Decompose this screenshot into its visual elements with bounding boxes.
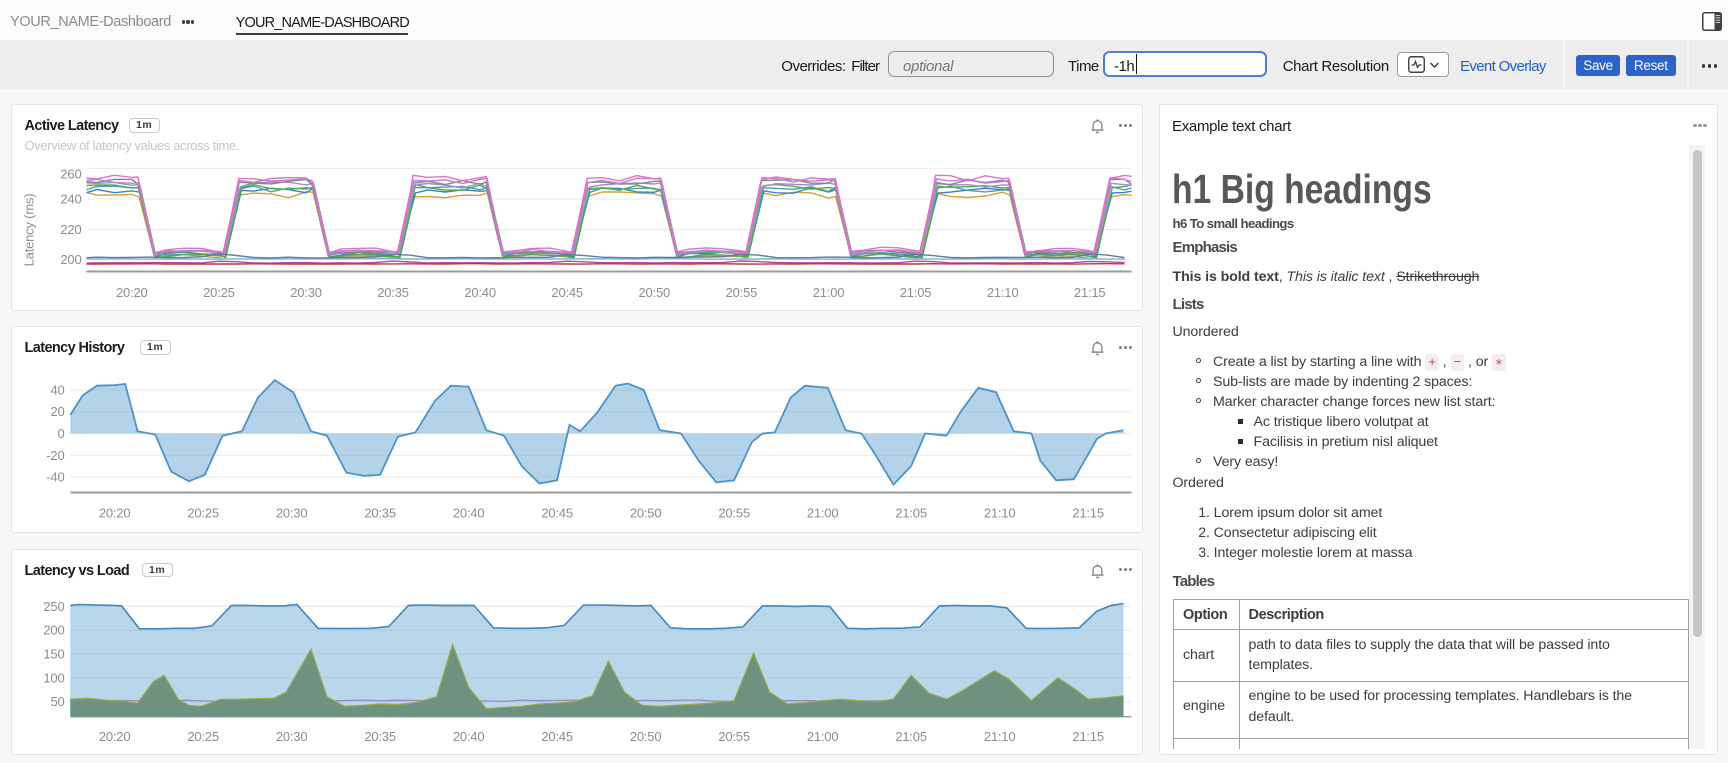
svg-text:20:45: 20:45	[541, 506, 573, 521]
svg-text:21:00: 21:00	[806, 506, 838, 521]
svg-text:20:45: 20:45	[541, 729, 573, 744]
svg-text:21:10: 21:10	[983, 729, 1015, 744]
svg-text:20:20: 20:20	[98, 729, 130, 744]
svg-text:250: 250	[43, 598, 64, 613]
svg-text:20:30: 20:30	[275, 729, 307, 744]
svg-text:40: 40	[50, 383, 64, 398]
svg-text:20:35: 20:35	[364, 729, 396, 744]
svg-text:21:10: 21:10	[986, 285, 1018, 300]
svg-text:20:50: 20:50	[629, 729, 661, 744]
svg-text:20:40: 20:40	[452, 506, 484, 521]
svg-text:21:15: 21:15	[1073, 285, 1105, 300]
svg-text:20:50: 20:50	[638, 285, 670, 300]
svg-text:150: 150	[43, 646, 64, 661]
svg-text:50: 50	[50, 694, 64, 709]
svg-text:21:05: 21:05	[895, 729, 927, 744]
svg-text:20:55: 20:55	[718, 506, 750, 521]
svg-text:20:25: 20:25	[187, 506, 219, 521]
svg-text:21:05: 21:05	[895, 506, 927, 521]
svg-text:220: 220	[60, 222, 81, 237]
svg-text:-20: -20	[46, 448, 64, 463]
svg-text:20:25: 20:25	[203, 285, 235, 300]
svg-text:21:15: 21:15	[1072, 729, 1104, 744]
svg-text:20:40: 20:40	[464, 285, 496, 300]
svg-text:20:55: 20:55	[718, 729, 750, 744]
svg-text:100: 100	[43, 670, 64, 685]
svg-text:20:25: 20:25	[187, 729, 219, 744]
svg-text:20:40: 20:40	[452, 729, 484, 744]
svg-text:200: 200	[60, 252, 81, 267]
svg-text:260: 260	[60, 167, 81, 182]
svg-text:20:45: 20:45	[551, 285, 583, 300]
svg-text:20:30: 20:30	[290, 285, 322, 300]
svg-text:-40: -40	[46, 470, 64, 485]
svg-text:20:35: 20:35	[377, 285, 409, 300]
svg-text:20:55: 20:55	[725, 285, 757, 300]
svg-text:20:35: 20:35	[364, 506, 396, 521]
svg-text:20: 20	[50, 404, 64, 419]
svg-text:20:20: 20:20	[98, 506, 130, 521]
svg-text:21:15: 21:15	[1072, 506, 1104, 521]
svg-text:Latency (ms): Latency (ms)	[21, 194, 36, 267]
svg-text:0: 0	[57, 426, 64, 441]
svg-text:200: 200	[43, 622, 64, 637]
svg-text:20:50: 20:50	[629, 506, 661, 521]
svg-text:21:10: 21:10	[983, 506, 1015, 521]
svg-text:20:30: 20:30	[275, 506, 307, 521]
svg-text:21:05: 21:05	[899, 285, 931, 300]
svg-text:240: 240	[60, 192, 81, 207]
svg-text:21:00: 21:00	[806, 729, 838, 744]
svg-text:20:20: 20:20	[116, 285, 148, 300]
svg-text:21:00: 21:00	[812, 285, 844, 300]
